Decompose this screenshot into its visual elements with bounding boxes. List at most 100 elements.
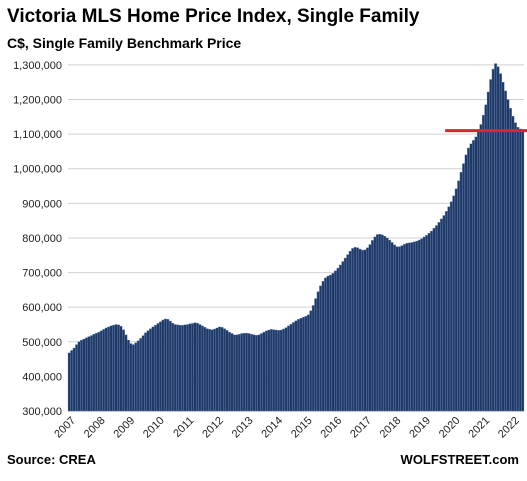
bar [430,230,433,412]
bar [183,324,187,412]
bar [156,323,160,412]
bar [380,234,384,412]
bar [284,327,288,412]
bar [329,274,332,412]
bar [398,246,401,412]
y-tick-label: 800,000 [22,233,62,245]
bar [200,325,204,412]
bar [247,333,251,412]
bar [474,136,478,412]
bar [301,317,305,412]
bar [75,344,79,412]
bar [191,323,194,412]
bar [447,206,451,412]
bar [393,244,397,412]
y-tick-label: 600,000 [22,302,62,314]
bar [506,99,510,412]
bar [420,238,424,412]
bar [422,236,426,412]
bar [363,249,367,412]
bar [166,319,170,412]
bar [85,337,88,412]
bar [203,327,207,412]
bar [205,328,209,412]
bar [195,322,199,412]
bar [136,340,140,412]
bar [385,237,389,412]
bar [331,273,335,412]
x-tick-label: 2007 [52,415,78,441]
bar [134,342,138,412]
bar [228,331,231,412]
credit-note: WOLFSTREET.com [400,452,519,467]
bar [361,249,364,412]
bar [494,63,498,412]
y-tick-label: 900,000 [22,198,62,210]
bar [144,332,148,412]
bar [80,339,83,412]
bar [72,347,76,412]
bar [94,332,98,412]
bar [403,244,406,412]
bar [304,315,308,412]
bar [469,143,473,412]
bar [225,330,229,412]
bar [252,334,256,412]
bar [321,281,325,412]
bar [289,323,293,412]
bar [213,328,217,412]
bar-series [67,63,525,412]
bar [77,341,81,412]
bar [210,329,214,412]
bar [336,267,340,412]
bar [242,332,246,412]
bar [400,245,404,412]
bar [119,326,123,412]
bar [383,236,387,412]
bar [324,277,327,412]
bar [415,240,419,412]
bar [405,242,409,412]
bar [245,332,249,412]
bar [481,114,485,412]
bar [306,314,310,412]
bar [316,291,320,412]
bar [257,334,261,412]
x-tick-label: 2012 [200,415,226,441]
bar [511,115,515,412]
bar [149,328,152,412]
bar [230,333,234,412]
bar [181,324,185,412]
bar [472,140,475,412]
bar [346,254,350,412]
bar [70,350,74,412]
bar [109,325,113,412]
bar [338,264,342,412]
bar [371,240,374,412]
bar [353,247,357,412]
x-tick-label: 2013 [230,415,256,441]
chart-title: Victoria MLS Home Price Index, Single Fa… [7,6,420,27]
bar [122,329,125,412]
bar [491,68,495,412]
bar [277,330,281,412]
bar [435,225,438,412]
bar [373,236,377,412]
bar [292,322,295,412]
bar [484,104,488,412]
bar [173,324,177,412]
bar [287,325,291,412]
bar [516,127,520,412]
x-tick-label: 2011 [171,415,196,440]
bar [223,328,226,412]
x-tick-label: 2016 [319,415,345,441]
bar [274,329,278,412]
bar [151,326,155,412]
bar [390,242,394,412]
y-axis-ticks: 300,000 400,000 500,000 600,000 700,000 800,0… [13,60,62,418]
bar [427,232,431,412]
bar [139,338,143,412]
bar [464,154,468,412]
bar [102,329,106,412]
bar [232,334,236,412]
